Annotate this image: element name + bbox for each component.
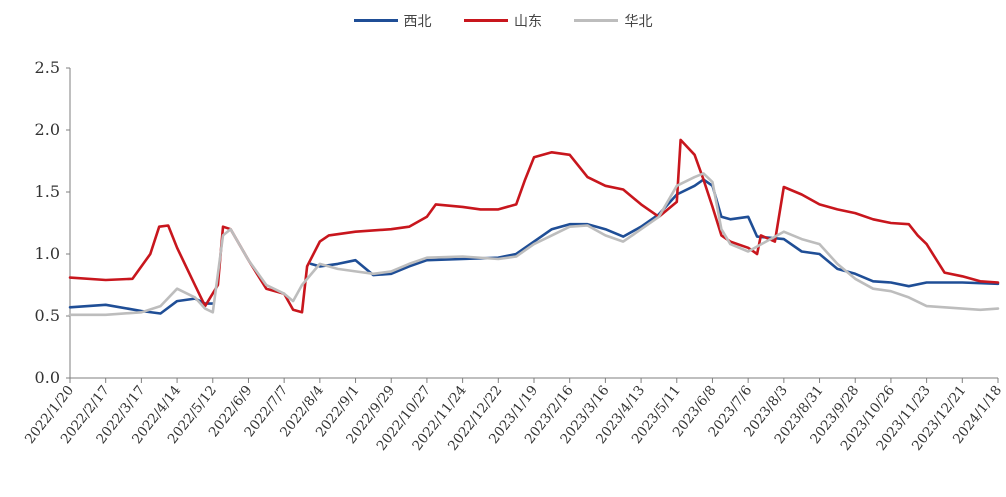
legend-swatch-series-2 — [574, 19, 619, 22]
legend-item-series-1[interactable]: 山东 — [464, 11, 542, 31]
y-tick-label: 2.0 — [35, 120, 60, 139]
legend-item-series-2[interactable]: 华北 — [574, 11, 652, 31]
y-tick-label: 2.5 — [35, 58, 60, 77]
legend-swatch-series-0 — [353, 19, 398, 22]
legend: 西北 山东 华北 — [0, 10, 1006, 31]
legend-label-series-0: 西北 — [403, 13, 432, 30]
legend-label-series-2: 华北 — [624, 13, 653, 30]
series-line-2 — [68, 172, 1000, 317]
y-tick-label: 1.0 — [35, 244, 60, 263]
series-line-0 — [68, 178, 1000, 315]
y-tick-label: 1.5 — [35, 182, 60, 201]
legend-label-series-1: 山东 — [514, 13, 542, 30]
legend-item-series-0[interactable]: 西北 — [353, 11, 432, 31]
y-tick-label: 0.5 — [35, 306, 60, 325]
y-tick-label: 0.0 — [35, 368, 60, 387]
legend-swatch-series-1 — [464, 19, 508, 22]
series-line-1 — [68, 138, 1000, 314]
